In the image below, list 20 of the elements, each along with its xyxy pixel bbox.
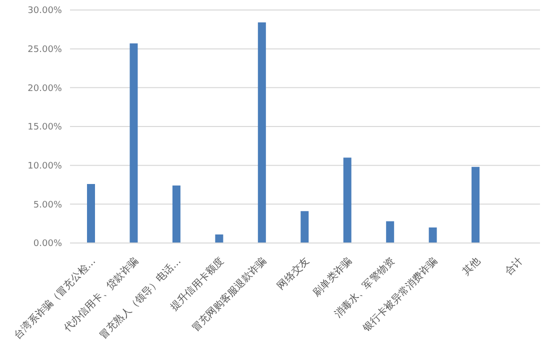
bar — [428, 227, 437, 243]
bar — [343, 158, 352, 243]
bar — [472, 166, 480, 243]
x-tick-label: 网络交友 — [274, 255, 312, 292]
y-tick-label: 20.00% — [28, 84, 62, 94]
bar — [386, 221, 394, 243]
bar — [215, 234, 224, 243]
bar — [87, 184, 95, 243]
bar — [300, 211, 309, 243]
y-tick-label: 10.00% — [28, 162, 62, 172]
bar — [172, 186, 180, 243]
y-tick-label: 0.00% — [33, 239, 62, 250]
y-tick-label: 25.00% — [28, 45, 62, 56]
y-tick-label: 15.00% — [28, 122, 62, 133]
bar — [130, 43, 138, 243]
x-tick-label: 其他 — [460, 255, 483, 278]
y-tick-label: 5.00% — [33, 200, 62, 210]
y-tick-label: 30.00% — [28, 6, 62, 16]
x-tick-label: 合计 — [502, 255, 526, 278]
bar — [258, 22, 266, 243]
